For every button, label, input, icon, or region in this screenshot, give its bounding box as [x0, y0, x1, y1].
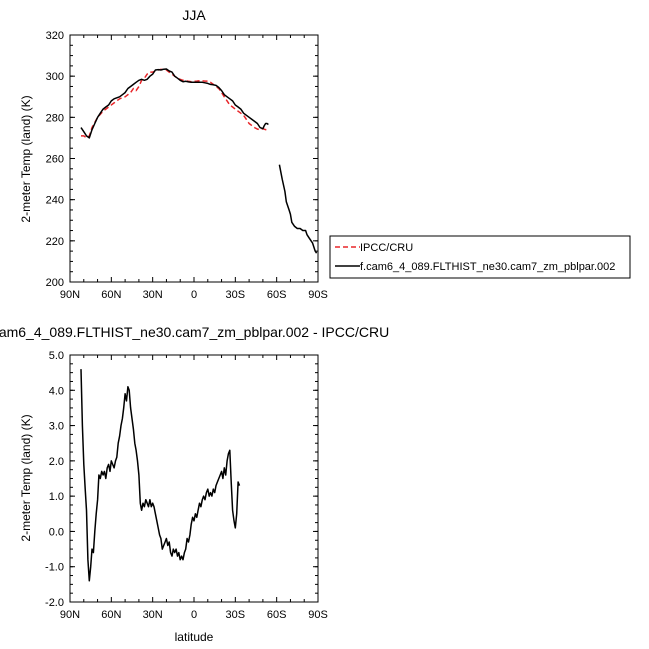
- top-chart-x-tick-label: 0: [191, 289, 197, 301]
- bottom-chart-y-tick-label: 0.0: [49, 526, 64, 538]
- top-chart-series-1-line: [80, 68, 269, 139]
- top-chart-x-tick-label: 30N: [143, 289, 163, 301]
- top-chart-x-tick-label: 30S: [226, 289, 246, 301]
- top-chart-series-0-line: [81, 68, 269, 139]
- bottom-chart-y-tick-label: 4.0: [49, 385, 64, 397]
- top-chart-y-tick-label: 280: [46, 112, 64, 124]
- top-chart-series-1-line: [278, 164, 318, 254]
- top-chart-axes: 90N 60N 30N 0 30S 60S 90S 200 220 240 260 280 300 320: [46, 30, 328, 301]
- legend-entry-ipcc-cru: IPCC/CRU: [360, 242, 413, 254]
- legend-entry-model: f.cam6_4_089.FLTHIST_ne30.cam7_zm_pblpar…: [360, 261, 615, 273]
- bottom-chart-axes: 90N 60N 30N 0 30S 60S 90S -2.0 -1.0 0.0 1.0 2.0 3.0 4…: [45, 350, 328, 621]
- top-chart-y-label: 2-meter Temp (land) (K): [19, 95, 33, 222]
- bottom-chart-x-tick-label: 60S: [267, 609, 287, 621]
- top-chart-x-tick-label: 90S: [308, 289, 328, 301]
- top-chart-y-tick-label: 260: [46, 154, 64, 166]
- bottom-chart-series-group: [80, 369, 241, 582]
- top-chart-x-tick-label: 60N: [101, 289, 121, 301]
- bottom-chart-frame: [69, 354, 319, 603]
- legend: IPCC/CRU f.cam6_4_089.FLTHIST_ne30.cam7_…: [329, 235, 631, 279]
- top-chart-x-tick-label: 90N: [60, 289, 80, 301]
- top-chart-series-group: [80, 68, 318, 254]
- top-chart-frame: [69, 34, 319, 283]
- top-chart: JJA 2-meter Temp (land) (K) 90N 60N 30N 0 30…: [19, 7, 631, 301]
- bottom-chart-x-tick-label: 30N: [143, 609, 163, 621]
- bottom-chart-x-tick-label: 30S: [226, 609, 246, 621]
- bottom-chart-x-tick-label: 60N: [101, 609, 121, 621]
- bottom-chart: am6_4_089.FLTHIST_ne30.cam7_zm_pblpar.00…: [0, 324, 389, 644]
- bottom-chart-series-0-line: [80, 369, 241, 582]
- legend-box: [329, 235, 631, 279]
- bottom-chart-y-tick-label: -2.0: [45, 597, 64, 609]
- bottom-chart-x-tick-label: 0: [191, 609, 197, 621]
- top-chart-y-tick-label: 320: [46, 30, 64, 42]
- bottom-chart-x-label: latitude: [175, 630, 214, 644]
- top-chart-title: JJA: [182, 7, 206, 23]
- top-chart-x-tick-label: 60S: [267, 289, 287, 301]
- top-chart-y-tick-label: 220: [46, 236, 64, 248]
- bottom-chart-y-tick-label: -1.0: [45, 562, 64, 574]
- top-chart-y-tick-label: 240: [46, 195, 64, 207]
- bottom-chart-x-tick-label: 90N: [60, 609, 80, 621]
- bottom-chart-y-label: 2-meter Temp (land) (K): [19, 414, 33, 541]
- bottom-chart-y-tick-label: 5.0: [49, 350, 64, 362]
- bottom-chart-y-tick-label: 1.0: [49, 491, 64, 503]
- bottom-chart-y-tick-label: 2.0: [49, 456, 64, 468]
- bottom-chart-y-tick-label: 3.0: [49, 421, 64, 433]
- bottom-chart-x-tick-label: 90S: [308, 609, 328, 621]
- top-chart-y-tick-label: 200: [46, 277, 64, 289]
- bottom-chart-title: am6_4_089.FLTHIST_ne30.cam7_zm_pblpar.00…: [0, 324, 389, 340]
- top-chart-y-tick-label: 300: [46, 71, 64, 83]
